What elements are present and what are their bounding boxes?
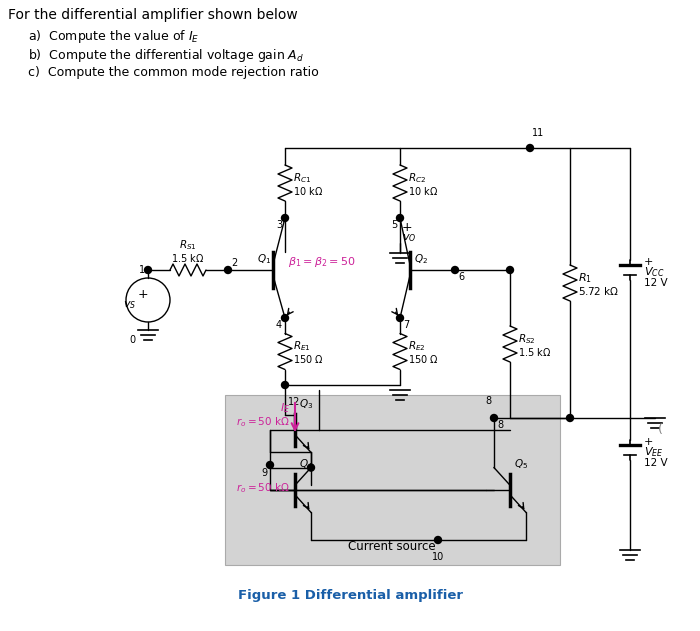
Text: +: + [402, 221, 412, 234]
Text: 5.72 k$\Omega$: 5.72 k$\Omega$ [578, 285, 619, 297]
Text: For the differential amplifier shown below: For the differential amplifier shown bel… [8, 8, 298, 22]
Circle shape [144, 266, 151, 273]
Circle shape [281, 215, 288, 221]
Circle shape [435, 536, 442, 543]
Text: 8: 8 [485, 396, 491, 406]
Text: $r_o = 50$ k$\Omega$: $r_o = 50$ k$\Omega$ [237, 415, 290, 429]
Text: b)  Compute the differential voltage gain $A_d$: b) Compute the differential voltage gain… [28, 47, 304, 64]
Text: $V_{CC}$: $V_{CC}$ [644, 265, 664, 279]
Text: 7: 7 [403, 320, 410, 330]
Text: $\beta_1 = \beta_2 = 50$: $\beta_1 = \beta_2 = 50$ [288, 255, 356, 269]
Circle shape [452, 266, 458, 273]
Circle shape [281, 314, 288, 322]
Text: 150 $\Omega$: 150 $\Omega$ [408, 353, 439, 365]
Text: +: + [644, 257, 653, 267]
Text: 1.5 k$\Omega$: 1.5 k$\Omega$ [172, 252, 204, 264]
Circle shape [281, 382, 288, 389]
Text: $R_{E2}$: $R_{E2}$ [408, 339, 426, 353]
Text: $R_{C2}$: $R_{C2}$ [408, 171, 426, 185]
Text: 12 V: 12 V [644, 458, 668, 468]
Circle shape [307, 464, 314, 471]
Text: 6: 6 [458, 272, 464, 282]
Text: 11: 11 [532, 128, 545, 138]
Text: 10 k$\Omega$: 10 k$\Omega$ [293, 185, 323, 197]
Text: $R_{S2}$: $R_{S2}$ [518, 332, 536, 346]
Text: +: + [138, 288, 148, 302]
Text: 1: 1 [139, 265, 145, 275]
Text: a)  Compute the value of $I_E$: a) Compute the value of $I_E$ [28, 28, 199, 45]
Circle shape [507, 266, 514, 273]
Circle shape [526, 144, 533, 151]
Text: $R_{S1}$: $R_{S1}$ [179, 238, 197, 252]
Text: Figure 1 Differential amplifier: Figure 1 Differential amplifier [237, 589, 463, 601]
Text: $R_1$: $R_1$ [578, 271, 592, 285]
Text: $Q_3$: $Q_3$ [299, 397, 313, 411]
Circle shape [491, 415, 498, 422]
Circle shape [566, 415, 573, 422]
Text: $r_o = 50$ k$\Omega$: $r_o = 50$ k$\Omega$ [237, 481, 290, 495]
Text: 2: 2 [231, 258, 237, 268]
Text: $v_S$: $v_S$ [122, 299, 136, 311]
Text: 3: 3 [276, 220, 282, 230]
Text: 12 V: 12 V [644, 278, 668, 288]
Text: 8: 8 [497, 420, 503, 430]
Text: 9: 9 [261, 468, 267, 478]
Circle shape [225, 266, 232, 273]
Circle shape [396, 314, 403, 322]
Text: $R_{C1}$: $R_{C1}$ [293, 171, 312, 185]
Text: +: + [644, 437, 653, 447]
Text: 150 $\Omega$: 150 $\Omega$ [293, 353, 323, 365]
Text: $Q_4$: $Q_4$ [299, 457, 314, 471]
Circle shape [267, 461, 274, 468]
Text: $v_O$: $v_O$ [402, 232, 416, 244]
Text: $Q_2$: $Q_2$ [414, 252, 428, 266]
Text: c)  Compute the common mode rejection ratio: c) Compute the common mode rejection rat… [28, 66, 318, 79]
Text: $I_E$: $I_E$ [280, 401, 290, 415]
Text: 10 k$\Omega$: 10 k$\Omega$ [408, 185, 438, 197]
Text: $Q_5$: $Q_5$ [514, 457, 528, 471]
Text: $R_{E1}$: $R_{E1}$ [293, 339, 311, 353]
Text: Current source: Current source [348, 540, 436, 553]
Text: $V_{EE}$: $V_{EE}$ [644, 445, 664, 459]
Text: 10: 10 [432, 552, 444, 562]
Text: 1.5 k$\Omega$: 1.5 k$\Omega$ [518, 346, 551, 358]
Text: 12: 12 [288, 397, 300, 407]
Circle shape [396, 215, 403, 221]
Text: $Q_1$: $Q_1$ [257, 252, 271, 266]
Text: 5: 5 [391, 220, 397, 230]
Text: (: ( [658, 423, 663, 436]
FancyBboxPatch shape [225, 395, 560, 565]
Text: 4: 4 [276, 320, 282, 330]
Text: 0: 0 [130, 335, 136, 345]
